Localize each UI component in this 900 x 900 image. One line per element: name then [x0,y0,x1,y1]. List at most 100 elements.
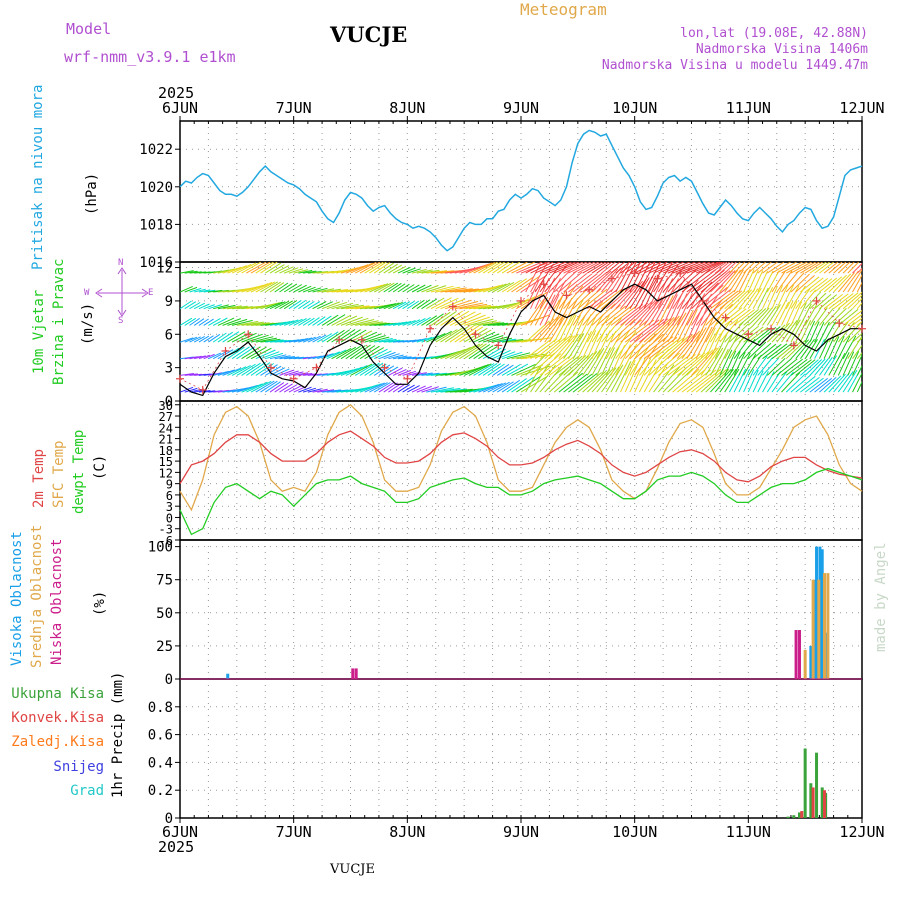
wind-arrow [553,355,580,376]
wind-arrow [766,357,786,376]
wind-arrow [657,354,685,376]
wind-arrow [757,357,773,376]
wind-arrow [837,262,851,274]
wind-arrow [298,317,311,326]
wind-arrow [326,301,348,310]
wind-arrow [208,289,223,293]
wind-arrow [852,297,862,310]
wind-arrow [359,345,380,360]
wind-arrow [180,270,194,274]
wind-arrow [553,262,580,274]
cloud-bar [811,579,815,679]
wind-arrow [638,262,656,293]
wind-arrow [321,331,339,343]
wind-arrow [501,280,521,293]
wind-arrow [747,354,762,376]
wind-arrow [856,281,862,293]
wind-arrow [729,309,751,326]
wind-arrow [837,371,854,393]
wind-arrow [302,336,316,343]
wind-arrow [487,363,505,376]
wind-arrow [856,364,862,376]
wind-arrow [563,355,587,376]
wind-arrow [733,289,753,310]
wind-arrow [534,337,563,360]
wind-arrow [331,347,352,360]
y-tick-label: 100 [148,540,173,556]
wind-arrow [667,368,694,393]
wind-arrow [705,313,723,343]
wind-arrow [781,340,802,360]
wind-arrow [222,305,242,310]
wind-arrow [752,327,773,343]
wind-arrow [823,294,843,310]
wind-arrow [502,339,524,343]
y-tick-label: 0 [165,672,173,688]
wind-arrow [852,372,862,393]
wind-arrow [719,262,734,274]
wind-arrow [222,266,242,274]
wind-arrow [596,268,619,293]
wind-arrow [274,382,289,393]
wind-arrow [733,324,755,343]
wind-arrow [728,269,744,293]
wind-arrow [567,314,581,343]
wind-arrow [265,365,282,376]
wind-arrow [643,262,668,274]
wind-arrow [293,284,307,293]
wind-arrow [790,374,811,393]
wind-arrow [473,320,497,326]
wind-arrow [856,320,862,326]
wind-arrow [605,262,621,274]
wind-arrow [605,287,631,310]
wind-arrow [231,263,252,274]
wind-arrow [354,262,377,274]
wind-arrow [852,317,862,326]
wind-arrow [823,375,842,393]
wind-arrow [795,287,811,309]
y-tick-label: 0.4 [148,755,173,771]
wind-arrow [681,369,712,393]
y-tick-label: 50 [156,606,173,622]
wind-arrow [421,386,439,393]
wind-arrow [591,368,614,393]
wind-arrow [250,282,273,293]
wind-arrow [421,372,440,376]
wind-arrow [217,369,235,376]
wind-arrow [804,305,817,326]
wind-arrow [260,380,278,393]
wind-arrow [478,321,501,326]
wind-arrow [426,313,444,326]
wind-arrow [823,262,839,274]
wind-arrow [345,365,368,376]
wind-arrow [402,370,417,376]
wind-arrow [189,336,201,343]
wind-arrow [388,264,403,274]
wind-arrow [719,368,737,393]
wind-arrow [426,285,447,293]
wind-arrow [719,349,733,376]
wind-arrow [501,364,521,376]
wind-arrow [402,267,416,274]
wind-arrow [610,304,638,326]
wind-arrow [478,383,500,393]
wind-arrow [605,318,629,343]
wind-arrow [733,309,755,326]
wind-arrow [681,351,710,376]
wind-arrow [771,358,792,376]
wind-arrow [298,337,312,343]
wind-arrow [572,299,591,326]
wind-arrow [354,345,376,360]
wind-arrow [847,294,862,310]
wind-arrow [819,262,835,274]
wind-arrow [539,262,567,274]
wind-arrow [445,288,473,293]
wind-arrow [799,303,812,326]
wind-arrow [563,285,584,310]
wind-arrow [568,273,593,293]
wind-arrow [795,302,807,326]
panel-frame [179,400,863,541]
wind-arrow [591,269,616,293]
wind-arrow [189,317,200,326]
wind-arrow [312,271,328,274]
